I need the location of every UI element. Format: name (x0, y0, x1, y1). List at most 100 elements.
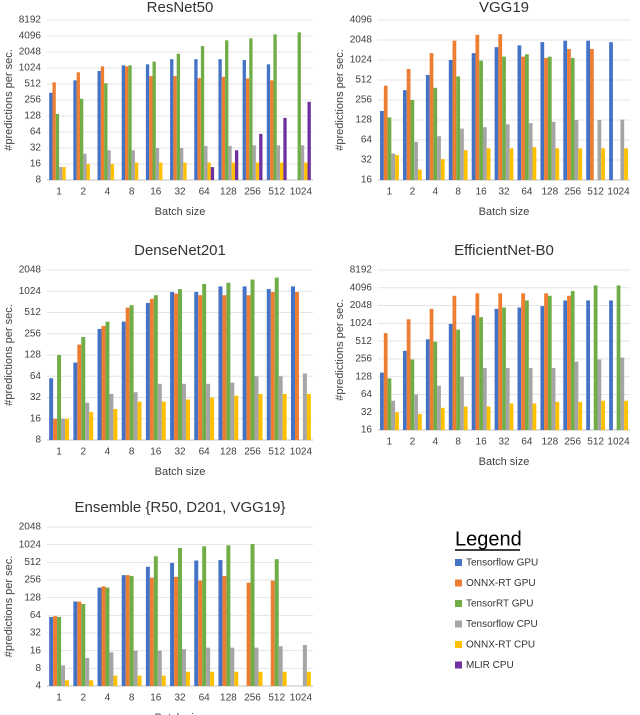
legend-label: ONNX-RT CPU (466, 640, 535, 651)
x-tick-label: 2 (410, 187, 416, 198)
chart-title: ResNet50 (147, 0, 214, 16)
bar (266, 289, 271, 440)
bar (206, 383, 211, 440)
bar (456, 76, 461, 180)
x-tick-label: 1024 (607, 437, 630, 448)
bar (567, 295, 571, 430)
x-tick-label: 2 (410, 437, 416, 448)
bar (471, 315, 476, 430)
bar (274, 559, 279, 686)
bar (89, 411, 94, 440)
x-tick-label: 2 (80, 447, 86, 458)
bar (210, 167, 215, 180)
bar (593, 285, 598, 430)
y-tick-label: 16 (30, 645, 42, 656)
y-tick-label: 4096 (19, 31, 42, 42)
x-tick-label: 128 (541, 187, 558, 198)
x-tick-label: 8 (129, 187, 135, 198)
bar (222, 295, 227, 440)
bar (306, 671, 311, 686)
bar (601, 148, 606, 180)
bar (494, 47, 499, 180)
bar (246, 582, 251, 686)
y-tick-label: 2048 (19, 47, 42, 58)
chart-title: VGG19 (479, 0, 529, 16)
bar (86, 164, 90, 180)
bar (532, 403, 537, 430)
bar (440, 407, 445, 430)
bar (194, 59, 198, 181)
bar (113, 408, 118, 440)
x-tick-label: 16 (150, 693, 162, 704)
bar (73, 362, 78, 440)
bar (270, 291, 275, 440)
legend-swatch (455, 620, 462, 628)
x-tick-label: 32 (174, 693, 186, 704)
x-tick-label: 4 (105, 693, 111, 704)
bar (258, 671, 263, 686)
bar (210, 671, 215, 686)
x-tick-label: 1 (56, 693, 62, 704)
bar (525, 300, 529, 430)
y-tick-label: 256 (355, 95, 372, 106)
bar (528, 367, 533, 430)
y-tick-label: 128 (24, 350, 41, 361)
bar (81, 337, 86, 440)
bar (225, 40, 229, 181)
bar (129, 305, 134, 440)
bar (437, 385, 441, 430)
bar (383, 333, 388, 430)
bar (210, 397, 215, 440)
bar (97, 328, 102, 440)
bar (105, 321, 110, 440)
bar (85, 657, 90, 686)
bar (410, 359, 415, 430)
bar (228, 145, 232, 180)
bar (609, 300, 613, 430)
bar (387, 117, 392, 180)
x-tick-label: 2 (80, 187, 86, 198)
x-axis-label: Batch size (479, 456, 530, 468)
x-tick-label: 16 (476, 437, 488, 448)
y-tick-label: 4 (35, 681, 41, 692)
bar (128, 65, 132, 180)
bar (85, 402, 90, 440)
bar (570, 291, 575, 430)
bar (555, 401, 560, 430)
bar (380, 372, 384, 430)
x-tick-label: 256 (244, 447, 261, 458)
x-axis-label: Batch size (479, 206, 530, 218)
y-tick-label: 32 (30, 392, 42, 403)
bar (202, 546, 207, 686)
bar (521, 293, 526, 430)
bar (157, 650, 162, 686)
bar (105, 587, 110, 686)
bar (528, 123, 533, 180)
bar (242, 286, 247, 440)
bar (104, 83, 108, 180)
bar (417, 169, 422, 180)
bar (448, 323, 453, 430)
bar (578, 148, 583, 180)
bar (395, 155, 399, 180)
y-tick-label: 64 (30, 127, 42, 138)
bar (170, 562, 175, 686)
bar (433, 341, 438, 430)
legend-label: MLIR CPU (466, 660, 514, 671)
bar (200, 46, 205, 180)
bar (134, 162, 139, 180)
bar (173, 76, 177, 180)
y-tick-label: 32 (30, 628, 42, 639)
x-tick-label: 512 (268, 187, 285, 198)
x-tick-label: 128 (220, 187, 237, 198)
bar (276, 145, 281, 180)
y-tick-label: 512 (24, 79, 41, 90)
bar (73, 80, 77, 180)
bar (159, 162, 163, 180)
bar (65, 680, 70, 686)
bar (547, 56, 552, 180)
x-tick-label: 16 (476, 187, 488, 198)
bar (258, 393, 263, 440)
